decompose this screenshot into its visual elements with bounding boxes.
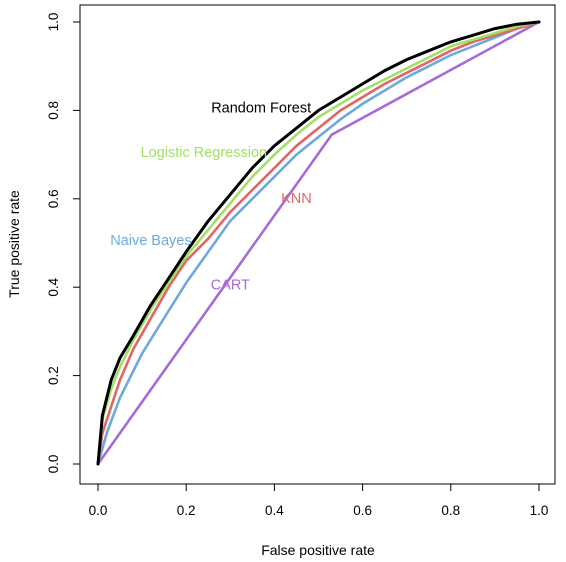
series-line-naive-bayes: [96, 20, 541, 466]
x-tick-label: 1.0: [530, 503, 549, 518]
y-tick-label: 0.0: [46, 455, 61, 474]
series-line-random-forest: [96, 20, 541, 466]
series-lines: [96, 20, 541, 466]
x-tick-label: 0.6: [353, 503, 372, 518]
series-line-knn: [96, 20, 541, 466]
x-axis: 0.0 0.2 0.4 0.6 0.8 1.0: [89, 483, 549, 518]
series-label-logistic-regression: Logistic Regression: [141, 145, 268, 161]
x-tick-label: 0.0: [89, 503, 108, 518]
series-label-naive-bayes: Naive Bayes: [110, 233, 191, 249]
x-axis-title: False positive rate: [261, 542, 375, 558]
x-tick-label: 0.4: [265, 503, 284, 518]
x-tick-label: 0.8: [441, 503, 460, 518]
y-tick-label: 0.4: [46, 277, 61, 296]
y-axis-title: True positive rate: [6, 190, 22, 298]
series-label-knn: KNN: [281, 191, 312, 207]
series-line-cart: [96, 20, 541, 466]
series-labels: Random Forest Logistic Regression KNN Naive…: [110, 101, 312, 294]
y-tick-label: 1.0: [46, 13, 61, 32]
series-label-cart: CART: [211, 277, 250, 293]
x-tick-label: 0.2: [177, 503, 196, 518]
y-tick-label: 0.8: [46, 101, 61, 120]
y-tick-label: 0.6: [46, 189, 61, 208]
series-line-logistic-regression: [96, 20, 541, 466]
y-axis: 0.0 0.2 0.4 0.6 0.8 1.0: [46, 13, 80, 474]
series-label-random-forest: Random Forest: [211, 101, 311, 117]
y-tick-label: 0.2: [46, 366, 61, 385]
